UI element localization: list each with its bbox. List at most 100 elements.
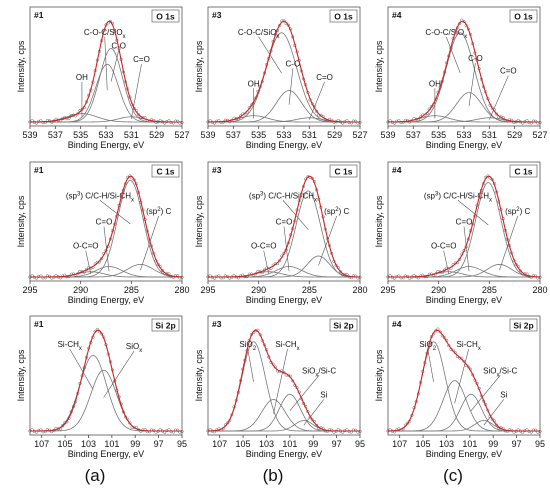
peak-label: C=O — [276, 218, 293, 227]
core-level-label: C 1s — [157, 167, 175, 177]
x-axis-label: Binding Energy, eV — [246, 140, 322, 150]
x-tick-label: 280 — [352, 285, 367, 295]
leader-line — [131, 64, 142, 120]
leader-line — [463, 226, 470, 272]
data-point — [160, 269, 165, 273]
data-point — [462, 359, 466, 363]
x-tick-label: 537 — [48, 130, 63, 140]
panel-6: 295 290 285 280 Binding Energy, eV Intensity,… — [374, 161, 548, 305]
x-tick-label: 280 — [532, 285, 547, 295]
y-axis-label: Intensity, cps — [16, 349, 26, 401]
panel-9: 107 105 103 101 99 97 95 Binding Energy, eV Inte… — [374, 315, 545, 459]
caption-c: (c) — [443, 466, 463, 485]
leader-line — [454, 348, 469, 404]
component-curve — [30, 266, 182, 278]
data-point — [495, 423, 499, 427]
leader-line — [303, 399, 324, 426]
leader-line — [483, 399, 504, 426]
core-level-box — [151, 318, 180, 332]
envelope-fit — [208, 175, 361, 278]
plot-frame — [387, 6, 541, 127]
data-point — [128, 421, 132, 425]
x-tick-label: 105 — [236, 439, 251, 449]
core-level-box — [509, 318, 538, 332]
leader-line — [309, 81, 325, 120]
peak-label: Si-CHx — [457, 340, 481, 352]
leader-line — [69, 348, 94, 390]
y-axis-label: Intensity, cps — [16, 40, 26, 92]
leader-line — [457, 200, 489, 226]
core-level-label: O 1s — [514, 12, 533, 22]
x-tick-label: 533 — [98, 130, 113, 140]
sample-label: #3 — [212, 319, 222, 329]
panel-4: 295 290 285 280 Binding Energy, eV Intensity,… — [16, 161, 190, 305]
x-tick-label: 290 — [73, 285, 88, 295]
y-axis-label: Intensity, cps — [374, 195, 384, 247]
peak-label: (sp3) C/C-H/Si-CHx — [424, 191, 492, 203]
x-tick-label: 103 — [439, 439, 454, 449]
peak-label: Si — [320, 390, 327, 399]
data-point — [215, 274, 219, 278]
peak-label: (sp2) C — [505, 207, 530, 216]
leader-line — [247, 348, 254, 382]
peak-label: C-O-C/SiOx — [238, 28, 280, 40]
x-tick-label: 529 — [507, 130, 522, 140]
data-point — [169, 121, 173, 125]
leader-line — [289, 375, 320, 411]
x-tick-label: 97 — [154, 439, 164, 449]
x-tick-label: 290 — [251, 285, 266, 295]
peak-label: C-O-C/SiOx — [425, 28, 467, 40]
plot-frame — [207, 315, 361, 436]
peak-label: C=O — [96, 218, 113, 227]
x-tick-label: 531 — [302, 130, 317, 140]
sample-label: #4 — [392, 10, 402, 20]
x-tick-label: 527 — [532, 130, 547, 140]
data-point — [132, 178, 136, 182]
component-curve — [388, 393, 540, 432]
x-tick-label: 539 — [200, 130, 215, 140]
envelope-fit — [30, 175, 183, 278]
x-tick-label: 97 — [332, 439, 342, 449]
envelope-fit — [208, 20, 360, 123]
envelope-fit — [388, 175, 541, 278]
core-level-box — [509, 9, 538, 23]
leader-line — [468, 63, 476, 106]
plot-frame — [29, 315, 183, 436]
x-tick-label: 95 — [535, 439, 545, 449]
leader-line — [288, 68, 294, 105]
peak-label: (sp2) C — [146, 207, 171, 216]
core-level-box — [151, 9, 180, 23]
component-curve — [208, 393, 360, 432]
x-tick-label: 295 — [200, 285, 215, 295]
caption-b: (b) — [262, 466, 284, 485]
data-point — [169, 430, 173, 434]
peak-label: C-O — [468, 54, 483, 63]
peak-label: Si — [500, 390, 507, 399]
x-tick-label: 103 — [81, 439, 96, 449]
x-tick-label: 295 — [380, 285, 395, 295]
data-point — [243, 275, 247, 279]
data-point — [438, 330, 442, 334]
x-axis-label: Binding Energy, eV — [246, 449, 322, 459]
data-point — [65, 275, 69, 279]
component-curve — [30, 63, 182, 123]
component-curve — [208, 190, 360, 278]
x-tick-label: 539 — [22, 130, 37, 140]
sample-label: #1 — [34, 165, 44, 175]
panel-8: 107 105 103 101 99 97 95 Binding Energy, eV Inte… — [194, 315, 365, 459]
sample-label: #1 — [34, 319, 44, 329]
data-point — [37, 119, 41, 123]
data-point — [347, 430, 351, 434]
core-level-box — [509, 164, 538, 178]
component-curve — [30, 369, 182, 432]
y-axis-label: Intensity, cps — [374, 349, 384, 401]
x-tick-label: 537 — [226, 130, 241, 140]
peak-label: (sp2) C — [324, 207, 349, 216]
data-point — [395, 274, 399, 278]
core-level-label: Si 2p — [513, 321, 533, 331]
peak-label: OH — [76, 73, 88, 82]
core-level-box — [151, 164, 180, 178]
data-point — [490, 417, 494, 421]
component-curve — [388, 92, 540, 123]
core-level-box — [329, 164, 358, 178]
